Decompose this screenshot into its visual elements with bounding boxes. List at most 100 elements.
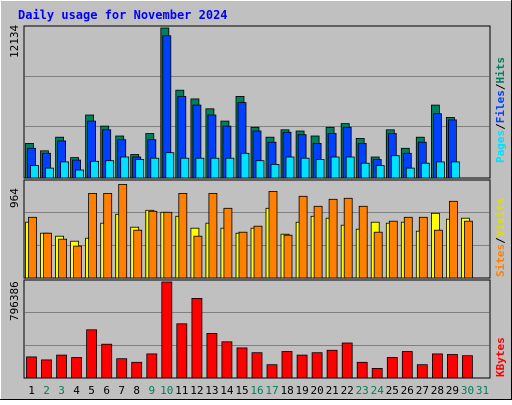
x-tick-label-31: 31 <box>476 384 489 397</box>
bar-kbytes-day-6 <box>101 343 113 379</box>
bar-pages-day-25 <box>390 155 400 179</box>
bar-pages-day-1 <box>30 165 39 179</box>
bar-pages-day-2 <box>45 167 54 179</box>
bar-sites-day-5 <box>88 192 97 279</box>
legend-hits-files-pages: Pages/Files/Hits <box>494 57 507 163</box>
bar-pages-day-3 <box>60 161 69 179</box>
x-tick-label-10: 10 <box>160 384 173 397</box>
x-tick-label-13: 13 <box>205 384 218 397</box>
bar-sites-day-9 <box>148 210 158 279</box>
x-tick-label-6: 6 <box>103 384 110 397</box>
bar-kbytes-day-18 <box>281 351 293 379</box>
x-tick-label-14: 14 <box>220 384 234 397</box>
bar-kbytes-day-28 <box>431 353 443 379</box>
x-tick-label-24: 24 <box>371 384 385 397</box>
legend-sites: Sites <box>494 244 507 277</box>
max-visits-label: 964 <box>8 188 21 208</box>
bar-pages-day-19 <box>300 157 310 179</box>
bar-kbytes-day-29 <box>446 354 458 379</box>
bar-kbytes-day-19 <box>296 354 308 379</box>
bars <box>25 27 473 379</box>
bar-kbytes-day-20 <box>311 352 323 379</box>
bar-kbytes-day-25 <box>386 357 398 379</box>
bar-kbytes-day-10 <box>161 281 173 379</box>
bar-sites-day-29 <box>448 200 458 279</box>
legend-visits: Visits <box>494 198 507 238</box>
legend-sep-2: / <box>494 83 507 90</box>
bar-sites-day-12 <box>193 235 203 279</box>
bar-pages-day-7 <box>120 156 130 179</box>
bar-kbytes-day-5 <box>86 329 97 379</box>
bar-sites-day-13 <box>208 192 218 279</box>
bar-kbytes-day-1 <box>26 356 37 379</box>
bar-kbytes-day-22 <box>341 342 353 379</box>
bar-pages-day-14 <box>225 157 235 179</box>
x-tick-label-21: 21 <box>326 384 339 397</box>
bar-sites-day-11 <box>178 192 188 279</box>
bar-pages-day-21 <box>330 156 340 179</box>
bar-sites-day-14 <box>223 207 233 279</box>
bar-kbytes-day-11 <box>176 323 188 379</box>
bar-kbytes-day-21 <box>326 349 338 379</box>
bar-sites-day-7 <box>118 183 128 279</box>
legend-sites-visits: Sites/Visits <box>494 198 507 278</box>
bar-pages-day-8 <box>135 159 145 179</box>
x-tick-label-5: 5 <box>88 384 95 397</box>
bar-sites-day-20 <box>313 205 323 279</box>
bar-kbytes-day-30 <box>461 355 473 379</box>
bar-kbytes-day-8 <box>131 361 143 379</box>
x-tick-label-1: 1 <box>28 384 35 397</box>
bar-sites-day-24 <box>373 231 383 279</box>
bar-kbytes-day-4 <box>71 357 82 379</box>
bar-pages-day-23 <box>360 162 370 179</box>
bar-sites-day-28 <box>433 229 443 279</box>
bar-pages-day-28 <box>435 161 445 179</box>
bar-pages-day-27 <box>420 162 430 179</box>
bar-sites-day-18 <box>283 234 293 279</box>
legend-pages: Pages <box>494 130 507 163</box>
bar-sites-day-19 <box>298 195 308 279</box>
max-hits-label: 12134 <box>8 25 21 58</box>
x-tick-label-16: 16 <box>250 384 263 397</box>
x-tick-label-25: 25 <box>386 384 399 397</box>
x-axis-labels: 1 2 3 4 5 6 7 8 9 10 11 12 13 14 15 16 17 18 19 20 21 22 23 24 2… <box>28 384 489 397</box>
legend-hits: Hits <box>494 57 507 84</box>
x-tick-label-22: 22 <box>341 384 354 397</box>
bar-sites-day-17 <box>268 190 278 279</box>
legend-sep-1: / <box>494 123 507 130</box>
max-kbytes-label: 796386 <box>8 281 21 321</box>
bar-kbytes-day-24 <box>371 367 383 379</box>
bar-sites-day-6 <box>103 192 113 279</box>
bar-pages-day-16 <box>255 160 265 179</box>
bar-sites-day-4 <box>73 245 82 279</box>
bar-pages-day-5 <box>90 160 99 179</box>
bar-pages-day-17 <box>270 163 280 179</box>
x-tick-label-27: 27 <box>416 384 429 397</box>
bar-sites-day-10 <box>163 211 173 279</box>
bar-pages-day-6 <box>105 160 115 179</box>
bar-kbytes-day-9 <box>146 353 158 379</box>
legend-sep-3: / <box>494 237 507 244</box>
x-tick-label-17: 17 <box>265 384 278 397</box>
bar-kbytes-day-12 <box>191 297 203 379</box>
bar-sites-day-8 <box>133 229 143 279</box>
bar-pages-day-20 <box>315 159 325 179</box>
bar-kbytes-day-7 <box>116 358 128 379</box>
x-tick-label-7: 7 <box>118 384 125 397</box>
bar-kbytes-day-14 <box>221 341 233 379</box>
x-tick-label-29: 29 <box>446 384 459 397</box>
bar-pages-day-26 <box>405 167 415 179</box>
x-tick-label-11: 11 <box>175 384 188 397</box>
bar-sites-day-15 <box>238 231 248 279</box>
bar-pages-day-9 <box>150 157 160 179</box>
bar-kbytes-day-16 <box>251 352 263 379</box>
x-tick-label-8: 8 <box>133 384 140 397</box>
bar-kbytes-day-26 <box>401 351 413 379</box>
x-tick-label-15: 15 <box>235 384 248 397</box>
x-tick-label-28: 28 <box>431 384 444 397</box>
bar-sites-day-23 <box>358 205 368 279</box>
bar-sites-day-21 <box>328 198 338 279</box>
legend-kbytes: KBytes <box>494 337 507 377</box>
